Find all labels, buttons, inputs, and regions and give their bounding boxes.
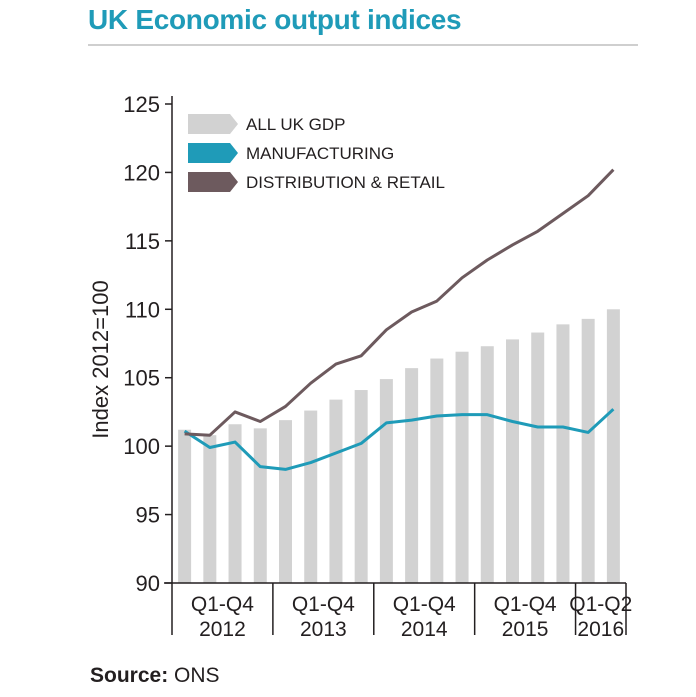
bar-11	[430, 358, 444, 583]
y-tick-label: 115	[125, 229, 160, 254]
x-group-label: Q1-Q4	[393, 593, 456, 616]
y-tick-label: 120	[123, 160, 160, 185]
bar-13	[480, 346, 494, 583]
x-group-year: 2015	[502, 618, 549, 641]
line-manufacturing	[183, 408, 615, 471]
x-group-year: 2012	[199, 618, 246, 641]
y-tick-label: 95	[136, 503, 160, 528]
bar-1	[178, 429, 192, 583]
bar-15	[531, 332, 545, 583]
legend-swatch-2	[188, 143, 238, 163]
bar-9	[379, 379, 393, 583]
x-group-label: Q1-Q4	[191, 593, 254, 616]
bar-2	[203, 435, 217, 583]
bar-6	[304, 410, 318, 583]
bar-4	[253, 428, 267, 583]
source-label: Source:	[90, 664, 169, 687]
legend-label-2: MANUFACTURING	[246, 144, 394, 163]
x-group-label: Q1-Q4	[494, 593, 557, 616]
legend-swatch-1	[188, 114, 238, 134]
legend-swatch-3	[188, 172, 238, 192]
x-group-year: 2016	[577, 618, 624, 641]
y-tick-label: 100	[123, 434, 160, 459]
bar-18	[606, 309, 620, 583]
legend-label-3: DISTRIBUTION & RETAIL	[246, 173, 445, 192]
y-tick-label: 110	[125, 297, 160, 322]
x-group-label: Q1-Q4	[292, 593, 355, 616]
y-tick-label: 125	[123, 92, 160, 117]
x-group-year: 2014	[401, 618, 448, 641]
bar-10	[405, 368, 419, 583]
line-distribution-retail	[184, 168, 615, 437]
legend-label-1: ALL UK GDP	[246, 115, 346, 134]
bar-8	[354, 390, 368, 583]
y-tick-label: 90	[136, 571, 160, 596]
bar-5	[279, 420, 292, 583]
bar-12	[455, 351, 469, 583]
x-group-year: 2013	[300, 618, 347, 641]
y-axis-label: Index 2012=100	[88, 280, 113, 438]
bar-16	[556, 324, 570, 583]
y-tick-label: 105	[123, 366, 160, 391]
bar-14	[506, 339, 519, 583]
bar-17	[581, 318, 595, 583]
title-divider	[88, 44, 638, 46]
source-note: Source: ONS	[90, 664, 220, 688]
bar-3	[228, 424, 242, 583]
source-value: ONS	[174, 664, 220, 687]
bar-7	[329, 399, 343, 583]
x-group-label: Q1-Q2	[569, 593, 632, 616]
chart-title: UK Economic output indices	[88, 4, 462, 35]
